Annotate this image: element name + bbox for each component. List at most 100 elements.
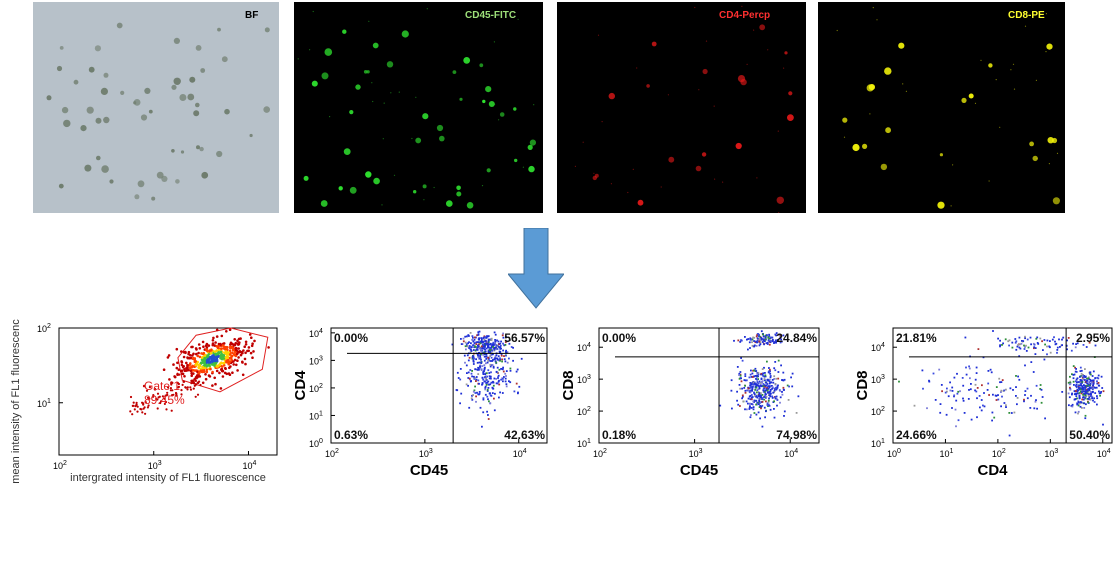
event-dot: [762, 389, 765, 392]
event-dot: [219, 350, 223, 354]
event-dot: [949, 389, 952, 392]
event-dot: [201, 365, 204, 369]
event-dot: [763, 384, 766, 387]
cell-dot: [456, 191, 462, 197]
event-dot: [733, 339, 735, 342]
cell-dot: [485, 86, 492, 93]
event-dot: [481, 382, 484, 385]
event-dot: [470, 348, 472, 351]
event-dot: [1088, 387, 1091, 390]
event-dot: [1058, 338, 1060, 341]
event-dot: [476, 391, 478, 394]
event-dot: [771, 397, 774, 399]
event-dot: [750, 403, 753, 405]
event-dot: [462, 340, 465, 343]
cd8-pe-label: CD8-PE: [1008, 10, 1045, 21]
event-dot: [1091, 386, 1093, 389]
event-dot: [753, 382, 756, 385]
event-dot: [497, 340, 500, 343]
event-dot: [474, 345, 476, 348]
event-dot: [739, 387, 742, 390]
event-dot: [764, 340, 766, 342]
event-dot: [759, 384, 762, 387]
cell-dot: [1052, 197, 1060, 205]
event-dot: [1026, 338, 1029, 341]
cell-dot: [303, 175, 309, 181]
noise-dot: [574, 165, 576, 167]
event-dot: [232, 360, 235, 363]
event-dot: [129, 410, 132, 413]
event-dot: [182, 365, 185, 368]
event-dot: [180, 360, 183, 363]
event-dot: [749, 389, 751, 392]
cell-dot: [321, 72, 329, 80]
event-dot: [508, 342, 511, 345]
event-dot: [745, 408, 748, 411]
event-dot: [472, 360, 475, 362]
cell-dot: [784, 51, 788, 55]
x-tick-label: 101: [939, 448, 953, 459]
event-dot: [497, 358, 499, 361]
event-dot: [983, 392, 985, 394]
event-dot: [223, 371, 227, 375]
event-dot: [959, 390, 961, 393]
event-dot: [196, 393, 200, 396]
event-dot: [232, 353, 236, 356]
event-dot: [762, 335, 765, 338]
cell-dot: [884, 67, 892, 75]
event-dot: [497, 346, 500, 348]
event-dot: [201, 340, 205, 344]
event-dot: [184, 386, 187, 389]
event-dot: [1024, 337, 1026, 340]
event-dot: [482, 411, 485, 414]
cell-dot: [608, 92, 615, 100]
noise-dot: [1045, 13, 1047, 15]
event-dot: [762, 372, 765, 375]
y-axis-label: CD8: [560, 370, 577, 400]
cell-dot: [939, 153, 943, 157]
event-dot: [744, 336, 746, 338]
event-dot: [977, 348, 980, 350]
cell-dot: [373, 177, 380, 185]
noise-dot: [493, 41, 495, 43]
event-dot: [500, 340, 502, 343]
event-dot: [483, 367, 486, 370]
event-dot: [494, 340, 497, 343]
event-dot: [1056, 349, 1059, 351]
event-dot: [198, 347, 202, 350]
event-dot: [1075, 383, 1078, 386]
event-dot: [191, 345, 194, 349]
event-dot: [769, 368, 771, 371]
event-dot: [1072, 374, 1075, 376]
event-dot: [753, 340, 755, 342]
event-dot: [767, 335, 770, 338]
event-dot: [504, 360, 507, 363]
noise-dot: [1010, 69, 1012, 71]
event-dot: [744, 408, 746, 411]
cell-dot: [482, 99, 486, 104]
event-dot: [752, 336, 754, 339]
event-dot: [471, 370, 473, 372]
event-dot: [1079, 379, 1082, 381]
event-dot: [1087, 387, 1090, 390]
event-dot: [487, 338, 490, 341]
event-dot: [975, 372, 978, 374]
event-dot: [731, 407, 733, 410]
event-dot: [1079, 405, 1082, 408]
event-dot: [749, 386, 752, 389]
gate-label: Gate 1: [144, 379, 180, 393]
event-dot: [744, 391, 747, 394]
event-dot: [487, 342, 489, 345]
event-dot: [772, 381, 775, 384]
event-dot: [1024, 394, 1026, 396]
event-dot: [496, 366, 499, 369]
event-dot: [167, 354, 171, 357]
event-dot: [1075, 395, 1078, 397]
event-dot: [451, 343, 454, 346]
x-axis-label: intergrated intensity of FL1 fluorescenc…: [70, 472, 266, 484]
event-dot: [237, 347, 240, 350]
cell-dot: [422, 113, 429, 120]
event-dot: [767, 385, 769, 387]
event-dot: [486, 335, 489, 338]
event-dot: [463, 354, 466, 357]
